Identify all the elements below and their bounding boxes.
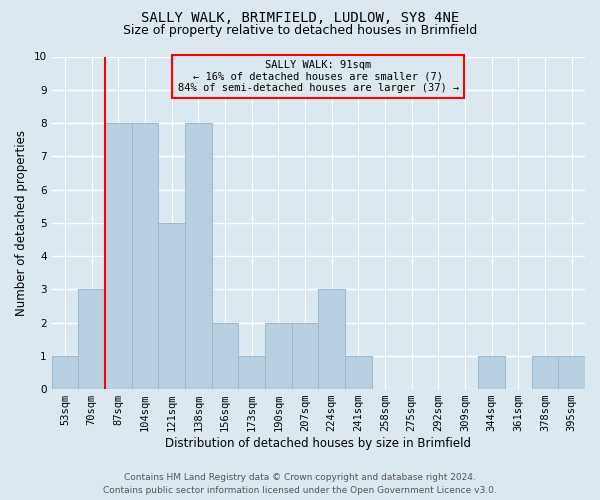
Bar [158, 223, 185, 389]
Bar [78, 290, 105, 389]
Bar [52, 356, 78, 389]
Text: Size of property relative to detached houses in Brimfield: Size of property relative to detached ho… [123, 24, 477, 37]
Bar [559, 356, 585, 389]
Bar [318, 290, 345, 389]
Text: SALLY WALK, BRIMFIELD, LUDLOW, SY8 4NE: SALLY WALK, BRIMFIELD, LUDLOW, SY8 4NE [141, 12, 459, 26]
Bar [345, 356, 371, 389]
Y-axis label: Number of detached properties: Number of detached properties [15, 130, 28, 316]
Bar [478, 356, 505, 389]
Text: Contains HM Land Registry data © Crown copyright and database right 2024.
Contai: Contains HM Land Registry data © Crown c… [103, 474, 497, 495]
X-axis label: Distribution of detached houses by size in Brimfield: Distribution of detached houses by size … [165, 437, 471, 450]
Bar [131, 123, 158, 389]
Bar [185, 123, 212, 389]
Bar [292, 322, 318, 389]
Bar [532, 356, 559, 389]
Bar [212, 322, 238, 389]
Bar [265, 322, 292, 389]
Text: SALLY WALK: 91sqm
← 16% of detached houses are smaller (7)
84% of semi-detached : SALLY WALK: 91sqm ← 16% of detached hous… [178, 60, 459, 93]
Bar [105, 123, 131, 389]
Bar [238, 356, 265, 389]
